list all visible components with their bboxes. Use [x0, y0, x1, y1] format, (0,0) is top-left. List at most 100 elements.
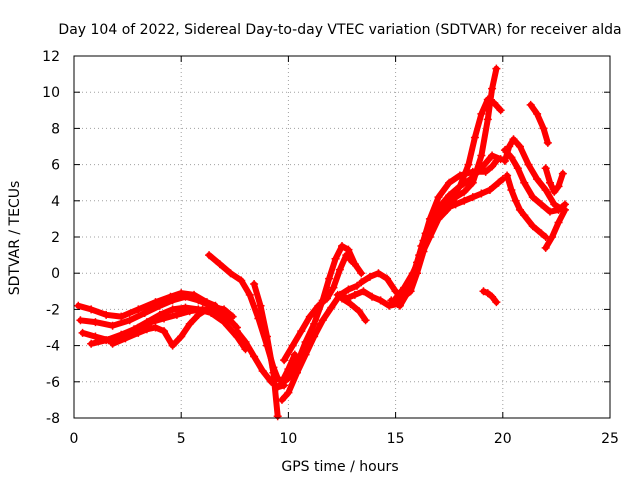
- data-point: [470, 133, 479, 142]
- data-point: [228, 312, 237, 321]
- data-point: [333, 290, 342, 299]
- data-point: [168, 341, 177, 350]
- data-point: [391, 294, 400, 303]
- data-point: [172, 310, 181, 319]
- x-tick-label: 5: [177, 431, 186, 447]
- series-band: [88, 306, 240, 347]
- data-point: [194, 296, 203, 305]
- data-point: [507, 153, 516, 162]
- y-tick-label: 2: [51, 230, 60, 246]
- series-arc-13: [338, 294, 370, 325]
- y-tick-label: -6: [46, 375, 60, 391]
- data-point: [513, 164, 522, 173]
- data-point: [327, 303, 336, 312]
- data-point: [494, 178, 503, 187]
- data-point: [348, 258, 357, 267]
- data-point: [220, 305, 229, 314]
- data-point: [515, 205, 524, 214]
- data-point: [91, 318, 100, 327]
- data-point: [483, 289, 492, 298]
- series-arc-17: [417, 175, 507, 251]
- data-point: [468, 193, 477, 202]
- data-point: [434, 209, 443, 218]
- series-band: [77, 293, 215, 329]
- data-point: [134, 328, 143, 337]
- data-point: [402, 290, 411, 299]
- data-point: [385, 301, 394, 310]
- data-point: [305, 312, 314, 321]
- data-layer: [74, 64, 569, 421]
- y-tick-label: -2: [46, 302, 60, 318]
- y-tick-label: 0: [51, 266, 60, 282]
- series-band: [276, 243, 365, 389]
- data-point: [481, 167, 490, 176]
- data-point: [417, 251, 426, 260]
- data-point: [275, 381, 284, 390]
- x-axis-label: GPS time / hours: [281, 459, 398, 475]
- data-point: [548, 233, 557, 241]
- data-point: [477, 109, 486, 118]
- data-point: [297, 327, 306, 336]
- data-point: [492, 298, 501, 307]
- data-point: [500, 146, 509, 155]
- data-point: [140, 309, 149, 318]
- data-point: [250, 352, 259, 361]
- series-arc-21: [503, 171, 550, 241]
- data-point: [533, 175, 542, 184]
- data-point: [455, 182, 464, 191]
- data-point: [365, 272, 374, 281]
- y-tick-label: 6: [51, 158, 60, 174]
- chart-title: Day 104 of 2022, Sidereal Day-to-day VTE…: [58, 22, 621, 38]
- data-point: [102, 336, 111, 345]
- data-point: [250, 280, 259, 289]
- data-point: [168, 305, 177, 314]
- data-point: [496, 106, 505, 115]
- data-point: [102, 310, 111, 319]
- series-arc-11: [280, 251, 357, 365]
- data-point: [477, 151, 486, 160]
- data-point: [488, 151, 497, 160]
- data-point: [325, 274, 334, 283]
- data-point: [346, 299, 355, 308]
- data-point: [245, 290, 254, 299]
- data-point: [185, 319, 194, 328]
- series-band: [281, 252, 356, 364]
- series-arc-2: [76, 292, 216, 330]
- data-point: [479, 287, 488, 296]
- data-point: [269, 368, 278, 377]
- series-arc-18: [479, 287, 501, 307]
- data-point: [76, 316, 85, 325]
- series-arc-19: [500, 135, 567, 214]
- data-point: [155, 301, 164, 310]
- data-point: [445, 178, 454, 187]
- data-point: [160, 327, 169, 336]
- data-point: [520, 211, 529, 220]
- data-point: [277, 395, 286, 404]
- data-point: [350, 290, 359, 299]
- data-point: [342, 251, 351, 260]
- series-arc-23: [541, 164, 567, 196]
- data-point: [460, 196, 469, 205]
- data-point: [310, 319, 319, 328]
- data-point: [331, 254, 340, 263]
- series-arc-8: [250, 280, 282, 421]
- data-point: [541, 185, 550, 194]
- y-tick-label: -4: [46, 339, 60, 355]
- data-point: [483, 115, 492, 124]
- data-point: [329, 283, 338, 292]
- data-point: [194, 310, 203, 319]
- data-point: [292, 359, 301, 368]
- series-arc-10: [275, 242, 366, 390]
- data-point: [408, 269, 417, 278]
- data-point: [335, 265, 344, 274]
- data-point: [543, 138, 552, 147]
- series-arc-20: [500, 146, 569, 216]
- data-point: [284, 374, 293, 383]
- data-point: [241, 337, 250, 346]
- data-point: [488, 84, 497, 93]
- data-point: [108, 339, 117, 348]
- data-point: [74, 301, 83, 310]
- x-tick-label: 15: [387, 431, 405, 447]
- data-point: [468, 178, 477, 187]
